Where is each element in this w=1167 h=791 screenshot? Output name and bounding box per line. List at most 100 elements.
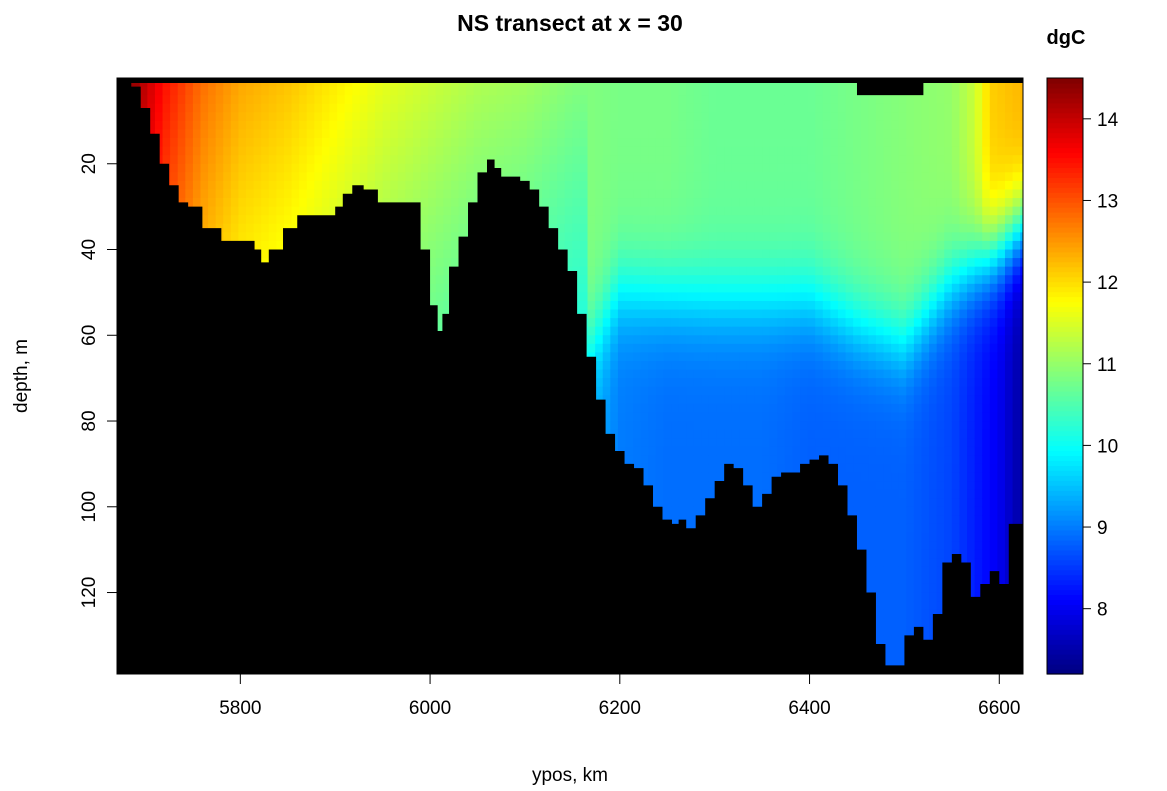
heat-cell — [337, 198, 346, 208]
heat-cell — [443, 172, 452, 182]
heat-cell — [359, 112, 369, 122]
heat-cell — [420, 198, 429, 208]
heat-cell — [329, 103, 338, 113]
heat-cell — [412, 86, 422, 96]
heat-cell — [390, 138, 399, 148]
heat-cell — [602, 103, 611, 113]
heat-cell — [610, 266, 619, 276]
heat-cell — [640, 472, 649, 482]
heat-cell — [420, 180, 429, 191]
heat-cell — [359, 146, 369, 156]
heat-cell — [534, 172, 543, 182]
heat-cell — [648, 258, 657, 268]
heat-cell — [200, 112, 209, 122]
heat-cell — [276, 146, 285, 156]
heat-cell — [443, 129, 452, 139]
heat-cell — [412, 138, 422, 148]
heat-cell — [268, 112, 277, 122]
heat-cell — [223, 215, 232, 225]
heat-cell — [443, 249, 452, 259]
heat-cell — [359, 155, 369, 165]
heat-cell — [458, 120, 467, 131]
heat-cell — [428, 95, 437, 105]
heat-cell — [602, 120, 611, 131]
heat-cell — [579, 215, 589, 225]
heat-cell — [526, 180, 536, 191]
heat-cell — [564, 240, 573, 251]
heat-cell — [337, 129, 346, 139]
heat-cell — [572, 120, 581, 131]
heat-cell — [572, 95, 581, 105]
heat-cell — [261, 198, 270, 208]
heat-cell — [549, 120, 558, 131]
heat-cell — [595, 155, 604, 165]
heat-cell — [633, 266, 642, 276]
heat-cell — [640, 258, 649, 268]
heat-cell — [420, 120, 429, 131]
heat-cell — [640, 283, 649, 293]
heat-cell — [617, 206, 627, 216]
heat-cell — [633, 309, 642, 319]
heat-cell — [610, 95, 619, 105]
heat-cell — [170, 112, 179, 122]
heat-cell — [238, 180, 247, 191]
heat-cell — [595, 378, 604, 388]
heat-cell — [602, 386, 611, 396]
heat-cell — [466, 129, 475, 139]
heat-cell — [602, 266, 611, 276]
heat-cell — [329, 146, 338, 156]
heat-cell — [519, 172, 528, 182]
heat-cell — [519, 146, 528, 156]
heat-cell — [314, 129, 323, 139]
heat-cell — [390, 95, 399, 105]
heat-cell — [192, 172, 202, 182]
heat-cell — [625, 86, 634, 96]
heat-cell — [526, 112, 536, 122]
heat-cell — [405, 86, 414, 96]
heat-cell — [177, 146, 186, 156]
heat-cell — [587, 95, 596, 105]
heat-cell — [208, 189, 217, 199]
heat-cell — [595, 138, 604, 148]
heat-cell — [412, 155, 422, 165]
heat-cell — [208, 155, 217, 165]
heat-cell — [633, 360, 642, 371]
heat-cell — [238, 129, 247, 139]
heat-cell — [564, 189, 573, 199]
heat-cell — [162, 146, 171, 156]
heat-cell — [640, 352, 649, 362]
heat-cell — [344, 146, 353, 156]
heat-cell — [625, 232, 634, 242]
heat-cell — [617, 300, 627, 311]
heat-cell — [397, 189, 406, 199]
heat-cell — [564, 129, 573, 139]
heat-cell — [253, 198, 262, 208]
heat-cell — [177, 172, 186, 182]
heat-cell — [625, 455, 634, 465]
heat-cell — [625, 172, 634, 182]
heat-cell — [397, 129, 406, 139]
heat-cell — [610, 223, 619, 233]
heat-cell — [428, 206, 437, 216]
heat-cell — [587, 86, 596, 96]
heat-cell — [542, 146, 551, 156]
heat-cell — [435, 309, 444, 319]
heat-cell — [223, 120, 232, 131]
heat-cell — [655, 163, 665, 173]
heat-cell — [162, 129, 171, 139]
heat-cell — [450, 223, 460, 233]
heat-cell — [215, 206, 224, 216]
heat-cell — [587, 129, 596, 139]
heat-cell — [625, 215, 634, 225]
heat-cell — [306, 103, 315, 113]
heat-cell — [534, 138, 543, 148]
heat-cell — [655, 240, 665, 251]
heat-cell — [617, 326, 627, 336]
heat-cell — [162, 103, 171, 113]
heat-cell — [450, 146, 460, 156]
heat-cell — [610, 283, 619, 293]
heat-cell — [633, 335, 642, 345]
heat-cell — [595, 258, 604, 268]
heat-cell — [170, 86, 179, 96]
heat-cell — [420, 223, 429, 233]
